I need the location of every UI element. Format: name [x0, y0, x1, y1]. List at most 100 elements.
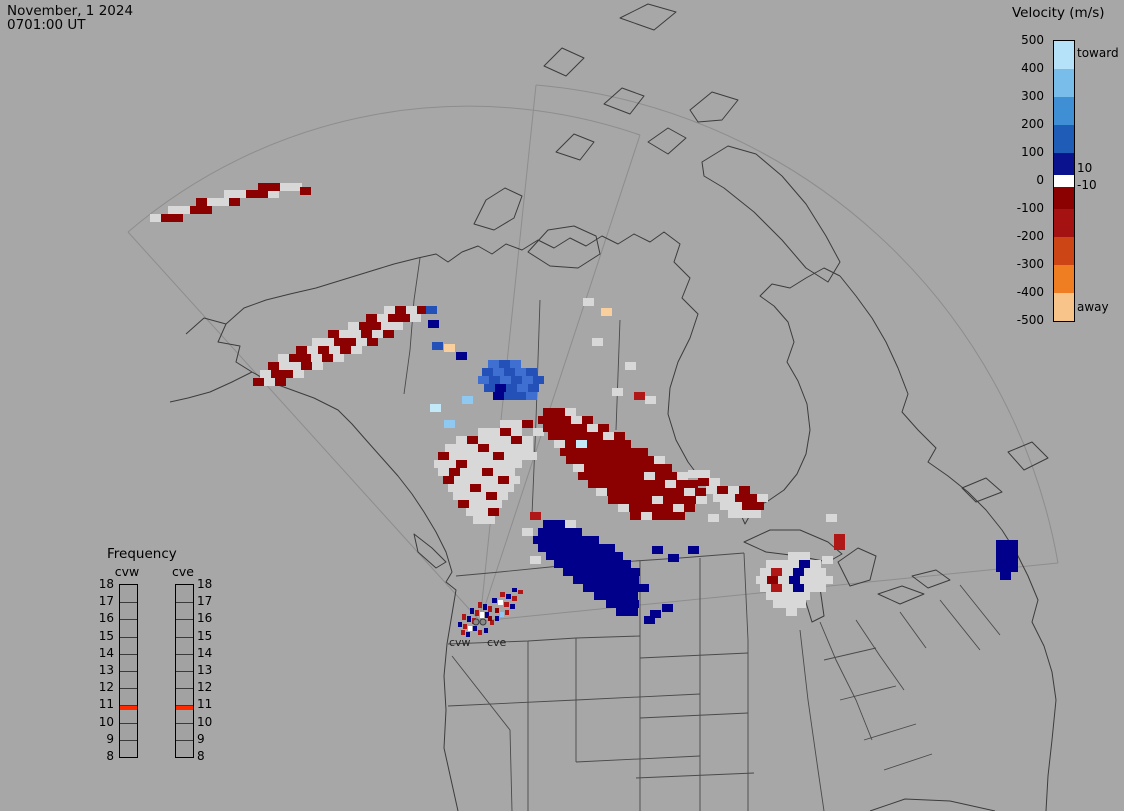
velocity-data-cell — [634, 392, 645, 400]
velocity-data-cell — [495, 384, 506, 392]
velocity-data-cell — [581, 432, 592, 440]
velocity-data-cell — [661, 464, 672, 472]
velocity-data-cell — [735, 494, 746, 502]
velocity-data-cell — [554, 424, 565, 432]
velocity-data-cell — [766, 560, 777, 568]
velocity-data-cell — [695, 488, 706, 496]
velocity-data-cell — [662, 604, 673, 612]
velocity-data-cell — [480, 500, 491, 508]
velocity-data-cell — [651, 488, 662, 496]
velocity-data-cell — [462, 614, 466, 620]
velocity-data-cell — [489, 428, 500, 436]
velocity-data-cell — [500, 436, 511, 444]
velocity-data-cell — [257, 190, 268, 198]
velocity-tick-label: 400 — [1021, 61, 1044, 75]
velocity-data-cell — [430, 404, 441, 412]
velocity-data-cell — [449, 452, 460, 460]
velocity-data-cell — [728, 510, 739, 518]
velocity-tick-label: -400 — [1016, 285, 1044, 299]
velocity-data-cell — [788, 592, 799, 600]
velocity-data-cell — [456, 460, 467, 468]
velocity-away-label: away — [1077, 300, 1109, 314]
velocity-data-cell — [605, 592, 616, 600]
velocity-data-cell — [616, 608, 627, 616]
velocity-data-cell — [604, 544, 615, 552]
velocity-data-cell — [641, 512, 652, 520]
velocity-data-cell — [512, 596, 517, 601]
velocity-data-cell — [471, 468, 482, 476]
velocity-data-cell — [625, 362, 636, 370]
velocity-data-cell — [589, 472, 600, 480]
velocity-data-cell — [460, 468, 471, 476]
velocity-data-cell — [554, 560, 565, 568]
velocity-tick-label: -300 — [1016, 257, 1044, 271]
velocity-data-cell — [533, 376, 544, 384]
velocity-data-cell — [782, 584, 793, 592]
velocity-data-cell — [576, 560, 587, 568]
velocity-data-cell — [478, 630, 482, 635]
velocity-data-cell — [609, 560, 620, 568]
velocity-data-cell — [473, 516, 484, 524]
velocity-data-cell — [574, 568, 585, 576]
velocity-data-cell — [676, 480, 687, 488]
frequency-scale-label: 18 — [98, 577, 114, 591]
velocity-data-cell — [565, 424, 576, 432]
frequency-tick-line — [176, 739, 193, 741]
velocity-data-cell — [643, 480, 654, 488]
velocity-data-cell — [300, 354, 311, 362]
velocity-data-cell — [339, 330, 350, 338]
velocity-data-cell — [466, 632, 470, 637]
velocity-tick-label: -100 — [1016, 201, 1044, 215]
velocity-data-cell — [275, 378, 286, 386]
velocity-data-cell — [448, 484, 459, 492]
velocity-data-cell — [655, 472, 666, 480]
velocity-data-cell — [571, 416, 582, 424]
velocity-data-cell — [594, 584, 605, 592]
velocity-data-cell — [161, 214, 172, 222]
velocity-data-cell — [616, 592, 627, 600]
velocity-data-cell — [554, 408, 565, 416]
velocity-data-cell — [800, 576, 811, 584]
frequency-tick-line — [176, 688, 193, 690]
velocity-data-cell — [500, 592, 505, 597]
frequency-column-cvw: cvw — [114, 564, 140, 579]
frequency-scale-label: 17 — [197, 594, 213, 609]
velocity-data-cell — [588, 536, 599, 544]
velocity-data-cell — [822, 576, 833, 584]
velocity-data-cell — [688, 470, 699, 478]
velocity-data-cell — [377, 314, 388, 322]
frequency-tick-line — [176, 636, 193, 638]
velocity-data-cell — [444, 420, 455, 428]
velocity-data-cell — [458, 500, 469, 508]
velocity-data-cells — [150, 183, 1018, 637]
velocity-data-cell — [596, 488, 607, 496]
velocity-data-cell — [640, 488, 651, 496]
velocity-data-cell — [307, 346, 318, 354]
velocity-data-cell — [644, 616, 655, 624]
velocity-data-cell — [720, 502, 731, 510]
velocity-data-cell — [804, 584, 815, 592]
velocity-data-cell — [571, 544, 582, 552]
velocity-data-cell — [618, 504, 629, 512]
velocity-data-cell — [150, 214, 161, 222]
velocity-data-cell — [620, 560, 631, 568]
velocity-data-cell — [1007, 556, 1018, 564]
velocity-data-cell — [322, 354, 333, 362]
velocity-data-cell — [417, 306, 428, 314]
velocity-data-cell — [606, 464, 617, 472]
velocity-data-cell — [301, 362, 312, 370]
velocity-data-cell — [469, 500, 480, 508]
velocity-data-cell — [478, 428, 489, 436]
velocity-data-cell — [793, 568, 804, 576]
velocity-data-cell — [565, 560, 576, 568]
frequency-legend-title: Frequency — [107, 546, 177, 562]
velocity-data-cell — [278, 354, 289, 362]
velocity-data-cell — [621, 456, 632, 464]
velocity-data-cell — [565, 440, 576, 448]
velocity-colorbar-segment — [1054, 175, 1074, 187]
velocity-data-cell — [381, 322, 392, 330]
velocity-data-cell — [489, 436, 500, 444]
velocity-data-cell — [598, 560, 609, 568]
velocity-data-cell — [449, 468, 460, 476]
